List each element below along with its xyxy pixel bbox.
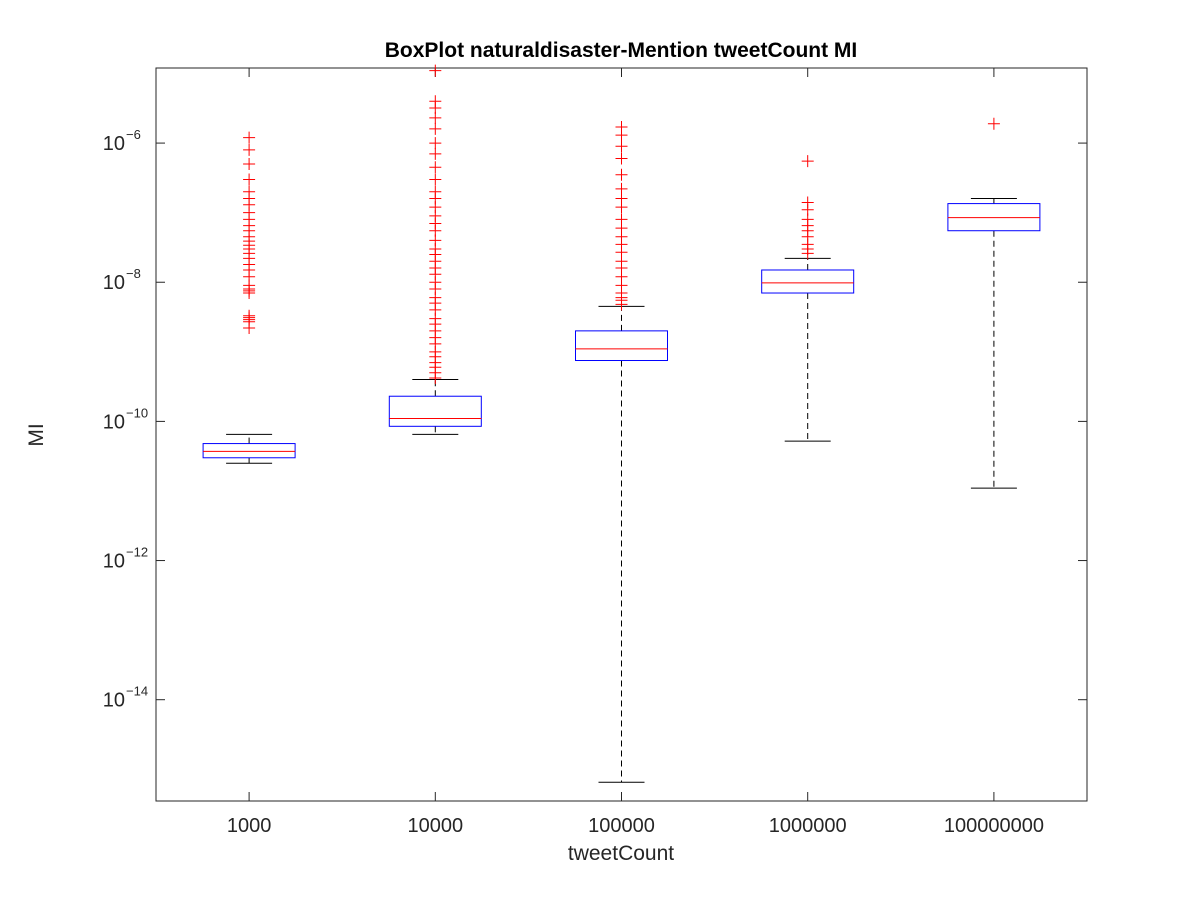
outlier-marker	[801, 196, 814, 209]
y-tick-label-base: 10	[103, 551, 125, 573]
outlier-marker	[429, 95, 442, 108]
outlier-marker	[243, 173, 256, 186]
box-iqr	[761, 269, 855, 294]
outlier-marker	[615, 168, 628, 181]
outlier-marker	[615, 182, 628, 195]
box-iqr	[575, 330, 668, 362]
x-tick-label: 10000	[407, 815, 463, 837]
x-tick-label: 100000000	[944, 815, 1044, 837]
outlier-marker	[429, 147, 442, 160]
outlier-marker	[429, 161, 442, 174]
outlier-marker	[801, 155, 814, 168]
y-tick-label-exponent: −10	[126, 405, 148, 420]
outlier-marker	[429, 64, 442, 77]
y-tick-label-base: 10	[103, 133, 125, 155]
outlier-marker	[429, 122, 442, 135]
outlier-marker	[615, 121, 628, 134]
box-group	[388, 64, 482, 435]
y-tick-label-base: 10	[103, 690, 125, 712]
box-group	[575, 121, 668, 783]
outlier-marker	[615, 213, 628, 226]
box-group	[761, 155, 855, 442]
y-tick-label-exponent: −14	[126, 684, 148, 699]
chart-title: BoxPlot naturaldisaster-Mention tweetCou…	[385, 39, 858, 62]
outlier-marker	[429, 137, 442, 150]
box-iqr	[388, 395, 482, 427]
box-group	[947, 117, 1041, 489]
boxes-layer	[202, 64, 1041, 783]
y-axis-label: MI	[25, 423, 48, 446]
y-tick-label-base: 10	[103, 272, 125, 294]
outlier-marker	[243, 158, 256, 171]
y-tick-label-exponent: −12	[126, 545, 148, 560]
outlier-marker	[429, 185, 442, 198]
outlier-marker	[987, 117, 1000, 130]
outlier-marker	[243, 309, 256, 322]
y-tick-label-exponent: −6	[126, 127, 141, 142]
box-group	[202, 131, 296, 464]
box-iqr	[202, 443, 296, 459]
x-tick-label: 100000	[588, 815, 655, 837]
outlier-marker	[243, 131, 256, 144]
outlier-marker	[615, 140, 628, 153]
y-tick-label-base: 10	[103, 411, 125, 433]
outlier-marker	[243, 185, 256, 198]
x-axis-label: tweetCount	[568, 842, 674, 865]
outlier-marker	[429, 173, 442, 186]
outlier-marker	[615, 152, 628, 165]
y-tick-label-exponent: −8	[126, 266, 141, 281]
x-tick-label: 1000000	[769, 815, 847, 837]
outlier-marker	[243, 143, 256, 156]
x-tick-label: 1000	[227, 815, 272, 837]
